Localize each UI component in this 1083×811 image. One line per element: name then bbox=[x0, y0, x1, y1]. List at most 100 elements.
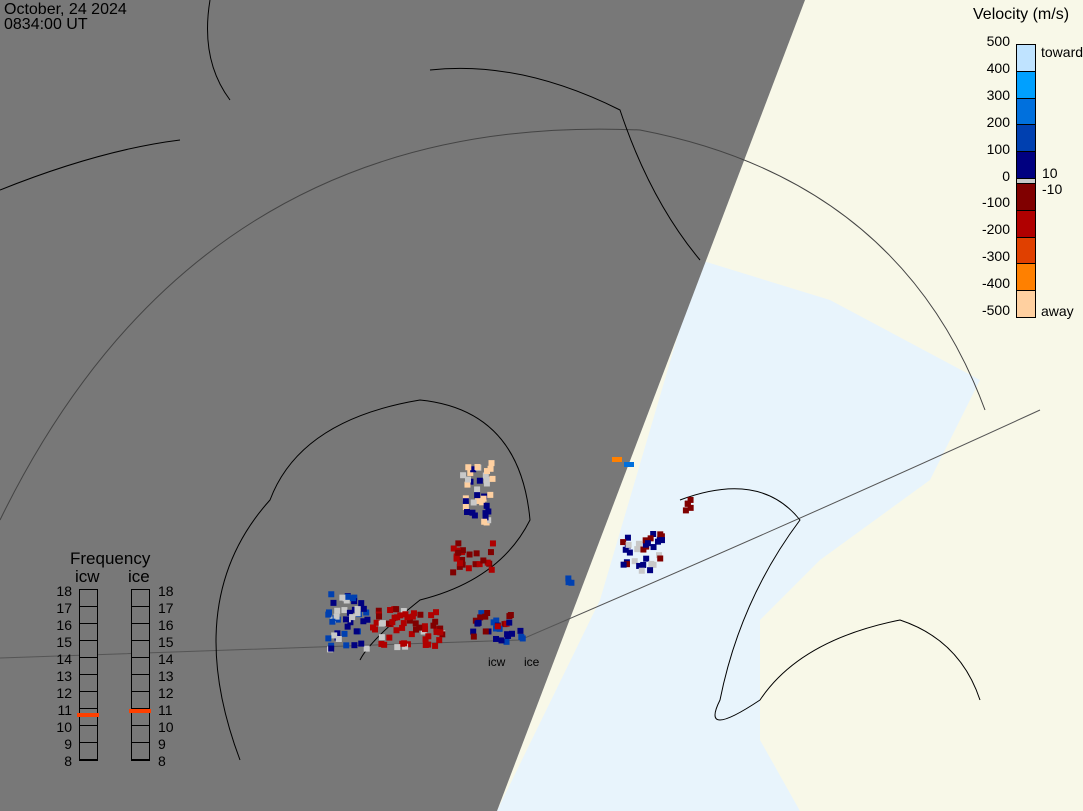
velocity-cell bbox=[474, 486, 481, 493]
velocity-cell bbox=[471, 512, 478, 519]
freq-radar-label-icw: icw bbox=[75, 567, 100, 586]
velocity-cell bbox=[487, 491, 494, 498]
velocity-cell bbox=[620, 539, 627, 546]
velocity-cell bbox=[360, 618, 367, 625]
velocity-cell bbox=[334, 607, 341, 614]
velocity-cell bbox=[436, 637, 443, 644]
colorbar-segment bbox=[1017, 125, 1035, 153]
velocity-cell bbox=[481, 518, 488, 525]
colorbar-segment bbox=[1017, 183, 1035, 211]
velocity-cell bbox=[476, 561, 483, 568]
velocity-cell bbox=[465, 476, 472, 483]
frequency-tick: 14 bbox=[158, 651, 174, 667]
velocity-cell bbox=[457, 560, 464, 567]
velocity-cell bbox=[393, 627, 400, 634]
velocity-cell bbox=[476, 477, 483, 484]
night-region bbox=[0, 0, 805, 811]
velocity-cell bbox=[363, 609, 370, 616]
velocity-cell bbox=[432, 618, 439, 625]
velocity-cell bbox=[631, 558, 638, 565]
velocity-cell bbox=[657, 555, 664, 562]
velocity-cell bbox=[459, 547, 466, 554]
velocity-cell bbox=[464, 481, 471, 488]
velocity-cell bbox=[386, 634, 393, 641]
latitude-circle bbox=[0, 128, 986, 521]
velocity-cell bbox=[487, 549, 494, 556]
time-label: 0834:00 UT bbox=[4, 16, 88, 33]
velocity-cell bbox=[343, 642, 350, 649]
velocity-cell bbox=[482, 472, 489, 479]
velocity-cell bbox=[412, 626, 419, 633]
velocity-cell bbox=[474, 492, 481, 499]
velocity-cell bbox=[330, 599, 337, 606]
velocity-cell bbox=[341, 630, 348, 637]
velocity-cell bbox=[480, 557, 487, 564]
velocity-cell bbox=[467, 469, 474, 476]
velocity-cell bbox=[328, 591, 335, 598]
velocity-cell bbox=[498, 637, 505, 644]
velocity-tick: 200 bbox=[986, 113, 1010, 130]
colorbar-segment bbox=[1017, 179, 1035, 184]
colorbar-segment bbox=[1017, 98, 1035, 126]
frequency-tick: 11 bbox=[57, 702, 72, 718]
velocity-cell bbox=[433, 628, 440, 635]
velocity-cell bbox=[493, 635, 500, 642]
date-label: October, 24 2024 bbox=[4, 1, 127, 18]
velocity-cell bbox=[488, 566, 495, 573]
velocity-cell bbox=[360, 605, 367, 612]
velocity-cell bbox=[363, 645, 370, 652]
velocity-cell bbox=[503, 638, 510, 645]
velocity-cell bbox=[650, 544, 657, 551]
velocity-cell bbox=[488, 460, 495, 467]
frequency-tick: 8 bbox=[64, 753, 72, 769]
velocity-cell bbox=[473, 550, 480, 557]
frequency-title: Frequency bbox=[70, 549, 151, 568]
velocity-cell bbox=[505, 632, 512, 639]
velocity-cell bbox=[638, 567, 645, 574]
frequency-tick: 9 bbox=[158, 736, 166, 752]
velocity-cell bbox=[455, 549, 462, 556]
velocity-cell bbox=[648, 560, 655, 567]
velocity-cell bbox=[339, 594, 346, 601]
frequency-tick: 15 bbox=[158, 634, 174, 650]
frequency-tick: 8 bbox=[158, 753, 166, 769]
velocity-cell bbox=[354, 606, 361, 613]
velocity-cell bbox=[684, 500, 691, 507]
velocity-cell bbox=[453, 554, 460, 561]
velocity-cell bbox=[623, 561, 630, 568]
velocity-cell bbox=[399, 640, 406, 647]
velocity-cell bbox=[406, 617, 413, 624]
velocity-cell bbox=[624, 534, 631, 541]
velocity-cell bbox=[647, 567, 654, 574]
pos-limit-label: 10 bbox=[1042, 165, 1058, 181]
latitude-circle-equator bbox=[0, 409, 1041, 659]
velocity-legend-title: Velocity (m/s) bbox=[973, 6, 1070, 23]
velocity-tick: 300 bbox=[986, 86, 1010, 103]
frequency-marker-icw bbox=[77, 712, 99, 717]
velocity-cell bbox=[656, 552, 663, 559]
velocity-cell bbox=[687, 504, 694, 511]
colorbar-segment bbox=[1017, 291, 1035, 317]
velocity-cell bbox=[517, 627, 524, 634]
frequency-tick: 10 bbox=[158, 719, 174, 735]
coastline bbox=[0, 0, 701, 261]
velocity-cell bbox=[687, 496, 694, 503]
velocity-cell bbox=[343, 597, 350, 604]
velocity-cell bbox=[432, 642, 439, 649]
velocity-tick: 500 bbox=[986, 33, 1010, 49]
velocity-cell bbox=[484, 610, 491, 617]
velocity-tick: -100 bbox=[981, 194, 1010, 211]
colorbar-segment bbox=[1017, 210, 1035, 238]
velocity-cell bbox=[464, 508, 471, 515]
velocity-cell bbox=[450, 545, 457, 552]
frequency-tick: 17 bbox=[158, 600, 174, 616]
frequency-marker-ice bbox=[129, 709, 151, 714]
velocity-cell bbox=[408, 631, 415, 638]
colorbar-segment bbox=[1017, 264, 1035, 292]
velocity-cell bbox=[425, 633, 432, 640]
velocity-cell bbox=[612, 457, 622, 462]
velocity-cell bbox=[620, 561, 627, 568]
frequency-tick: 14 bbox=[56, 651, 72, 667]
velocity-cell bbox=[509, 630, 516, 637]
velocity-cell bbox=[466, 551, 473, 558]
